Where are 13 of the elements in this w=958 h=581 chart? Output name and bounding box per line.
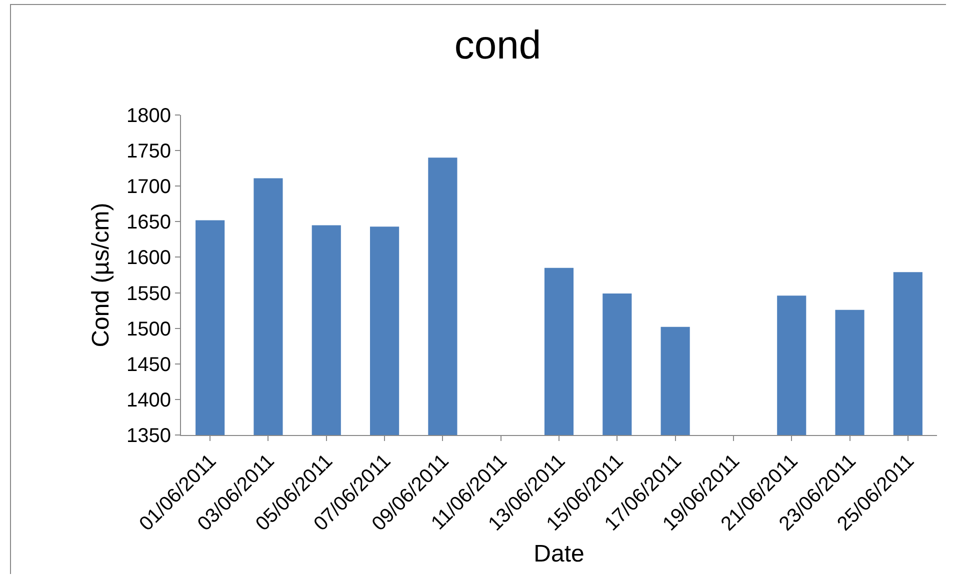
y-axis-title: Cond (µs/cm) [88,202,115,348]
y-tick-label: 1400 [126,389,171,412]
y-tick-label: 1350 [126,425,171,447]
y-tick-label: 1500 [126,318,171,340]
y-tick-label: 1650 [126,212,171,234]
x-axis-title: Date [534,540,584,568]
y-tick-label: 1550 [126,282,171,305]
y-tick-label: 1600 [126,247,171,270]
y-tick-label: 1800 [126,105,171,127]
y-tick-label: 1450 [126,354,171,376]
chart-title: cond [454,24,542,68]
y-tick-label: 1750 [126,140,171,163]
y-tick-label: 1700 [126,176,171,198]
